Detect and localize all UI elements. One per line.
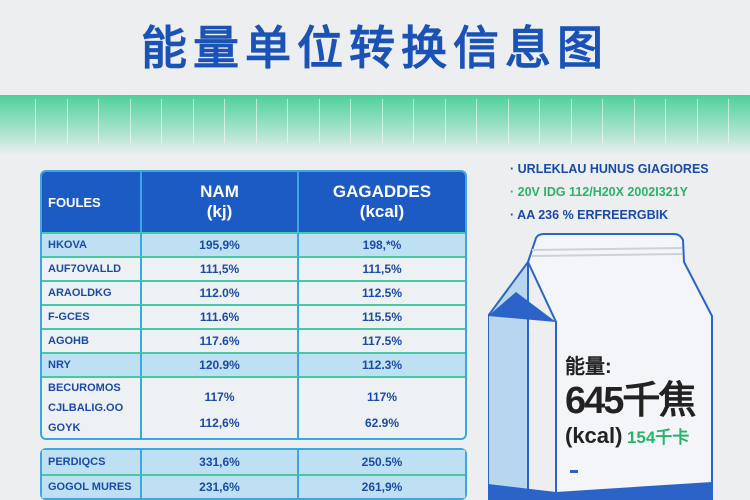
table-row: HKOVA 195,9% 198,*% xyxy=(42,232,465,256)
row-kj-line: 117% xyxy=(204,390,235,404)
header-foods: FOULES xyxy=(42,172,142,232)
band-line xyxy=(224,99,225,143)
row-kcal: 112.5% xyxy=(299,280,465,304)
row-label: HKOVA xyxy=(42,232,142,256)
row-kj: 112.0% xyxy=(142,280,299,304)
row-kcal: 115.5% xyxy=(299,304,465,328)
band-line xyxy=(696,99,698,143)
band-line xyxy=(381,99,383,143)
energy-label: 能量: xyxy=(565,356,612,378)
conversion-table: FOULES NAM (kj) GAGADDES (kcal) HKOVA 195… xyxy=(40,170,467,440)
page-title: 能量单位转换信息图 xyxy=(141,21,609,75)
row-kj: 117.6% xyxy=(142,328,299,352)
bullet-item: · AA 236 % ERFREERGBIK xyxy=(510,208,669,222)
row-label: BECUROMOS CJLBALIG.OO GOYK xyxy=(42,376,142,438)
band-line xyxy=(161,99,162,143)
summary-table: PERDIQCS 331,6% 250.5% GOGOL MURES 231,6% 261… xyxy=(40,448,467,500)
band-line xyxy=(129,99,131,143)
band-line xyxy=(287,99,288,143)
band-line xyxy=(98,99,99,143)
row-kcal: 261,9% xyxy=(299,474,465,498)
band-line xyxy=(476,99,477,143)
energy-kcal: 154千卡 xyxy=(626,428,690,447)
row-label-line: BECUROMOS xyxy=(48,382,121,394)
energy-unit: (kcal) xyxy=(565,423,623,448)
bullet-item: · 20V IDG 112/H20X 2002I321Y xyxy=(510,185,688,199)
band-line xyxy=(318,99,320,143)
energy-kj: 645千焦 xyxy=(565,380,696,422)
band-line xyxy=(665,99,666,143)
row-kj: 111,5% xyxy=(142,256,299,280)
table-row: F-GCES 111.6% 115.5% xyxy=(42,304,465,328)
band-line xyxy=(570,99,572,143)
row-kcal: 112.3% xyxy=(299,352,465,376)
table-row-multi: BECUROMOS CJLBALIG.OO GOYK 117% 112,6% 117% 62… xyxy=(42,376,465,438)
band-line xyxy=(192,99,194,143)
band-line xyxy=(35,99,36,143)
row-label: PERDIQCS xyxy=(42,450,142,474)
band-line xyxy=(539,99,540,143)
table-row: AGOHB 117.6% 117.5% xyxy=(42,328,465,352)
milk-carton-illustration xyxy=(488,233,713,500)
band-line xyxy=(66,99,68,143)
row-kcal: 111,5% xyxy=(299,256,465,280)
row-kj: 331,6% xyxy=(142,450,299,474)
row-label: AGOHB xyxy=(42,328,142,352)
band-line xyxy=(633,99,635,143)
row-kcal: 198,*% xyxy=(299,232,465,256)
row-kj: 195,9% xyxy=(142,232,299,256)
row-label: NRY xyxy=(42,352,142,376)
header-kj: NAM (kj) xyxy=(142,172,299,232)
table-row: GOGOL MURES 231,6% 261,9% xyxy=(42,474,465,498)
row-label-line: CJLBALIG.OO xyxy=(48,402,124,414)
row-kj: 231,6% xyxy=(142,474,299,498)
row-kj: 120.9% xyxy=(142,352,299,376)
table-row: AUF7OVALLD 111,5% 111,5% xyxy=(42,256,465,280)
row-kj: 117% 112,6% xyxy=(142,376,299,438)
row-kcal: 250.5% xyxy=(299,450,465,474)
bullet-list: · URLEKLAU HUNUS GIAGIORES · 20V IDG 112/… xyxy=(510,158,709,227)
row-label: ARAOLDKG xyxy=(42,280,142,304)
band-line xyxy=(413,99,414,143)
row-label: GOGOL MURES xyxy=(42,474,142,498)
band-line xyxy=(444,99,446,143)
band-line xyxy=(728,99,729,143)
table-row: NRY 120.9% 112.3% xyxy=(42,352,465,376)
row-label: F-GCES xyxy=(42,304,142,328)
decorative-band xyxy=(0,95,750,155)
band-line xyxy=(255,99,257,143)
table-row: ARAOLDKG 112.0% 112.5% xyxy=(42,280,465,304)
bullet-item: · URLEKLAU HUNUS GIAGIORES xyxy=(510,162,709,176)
bullet-text: 20V IDG 112/H20X 2002I321Y xyxy=(517,185,688,199)
band-line xyxy=(602,99,603,143)
row-kcal: 117.5% xyxy=(299,328,465,352)
row-kcal: 117% 62.9% xyxy=(299,376,465,438)
row-kj: 111.6% xyxy=(142,304,299,328)
header-kcal: GAGADDES (kcal) xyxy=(299,172,465,232)
band-line xyxy=(507,99,509,143)
bullet-text: AA 236 % ERFREERGBIK xyxy=(517,208,669,222)
row-label-line: GOYK xyxy=(48,422,81,434)
band-line xyxy=(350,99,351,143)
row-kj-line: 112,6% xyxy=(199,416,240,430)
table-row: PERDIQCS 331,6% 250.5% xyxy=(42,450,465,474)
bullet-text: URLEKLAU HUNUS GIAGIORES xyxy=(517,162,709,176)
table-header: FOULES NAM (kj) GAGADDES (kcal) xyxy=(42,172,465,232)
row-kcal-line: 62.9% xyxy=(364,416,400,430)
row-label: AUF7OVALLD xyxy=(42,256,142,280)
carton-label: 能量: 645千焦 (kcal) 154千卡 xyxy=(565,350,696,449)
row-kcal-line: 117% xyxy=(366,390,398,404)
